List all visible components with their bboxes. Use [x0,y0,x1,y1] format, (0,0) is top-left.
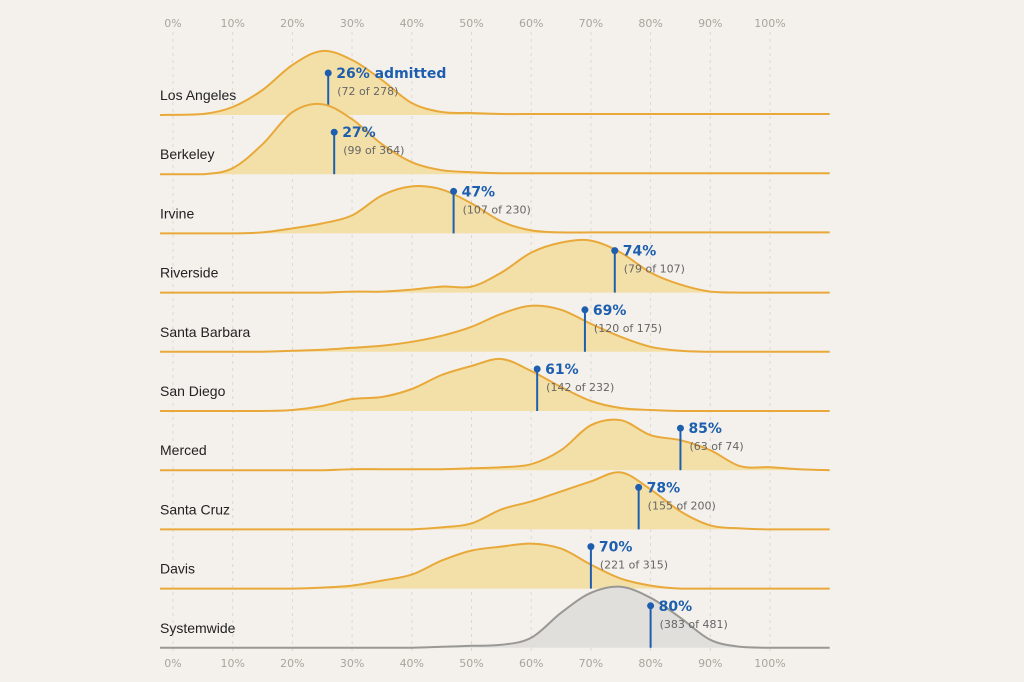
ridge-santa-barbara: Santa Barbara 69% (120 of 175) [160,303,830,353]
density-area [160,586,830,648]
rate-label: 47% [462,184,496,200]
count-label: (107 of 230) [463,203,531,216]
ridge-riverside: Riverside 74% (79 of 107) [159,238,830,294]
density-area [160,239,830,293]
x-tick-label: 100% [754,657,785,670]
rate-marker-dot [635,483,643,491]
x-tick-label: 60% [519,657,543,670]
ridge-san-diego: San Diego 61% (142 of 232) [159,357,830,412]
row-label: Santa Barbara [160,324,250,340]
density-area [160,358,830,411]
ridge-santa-cruz: Santa Cruz 78% (155 of 200) [160,471,830,531]
ridge-irvine: Irvine 47% (107 of 230) [159,184,830,235]
rate-label: 69% [593,303,627,319]
x-tick-label: 80% [638,17,662,30]
x-tick-label: 10% [220,657,244,670]
row-label: Systemwide [160,620,236,636]
count-label: (221 of 315) [600,559,668,572]
row-label: Davis [160,561,195,577]
x-tick-label: 90% [698,657,722,670]
x-axis-bottom: 0% 10% 20% 30% 40% 50% 60% 70% 80% 90% 100% [164,657,785,670]
rate-label: 74% [623,244,657,260]
x-tick-label: 0% [164,17,181,30]
row-label: Irvine [160,205,194,221]
ridge-los-angeles: Los Angeles 26% admitted (72 of 278) [159,49,830,116]
count-label: (142 of 232) [546,381,614,394]
ridges: Los Angeles 26% admitted (72 of 278) Berkel… [159,49,830,649]
x-tick-label: 40% [400,17,424,30]
density-area [160,543,830,589]
rate-marker-dot [587,543,595,551]
row-label: Merced [160,442,207,458]
density-line [160,102,830,176]
density-area [160,50,830,115]
density-area [160,305,830,352]
row-label: Los Angeles [160,87,236,103]
x-tick-label: 50% [459,17,483,30]
rate-label: 26% admitted [336,66,446,82]
rate-marker-dot [533,365,541,373]
x-tick-label: 30% [340,17,364,30]
ridge-systemwide: Systemwide 80% (383 of 481) [159,585,830,649]
rate-label: 61% [545,362,579,378]
rate-label: 85% [688,421,722,437]
x-tick-label: 90% [698,17,722,30]
ridge-berkeley: Berkeley 27% (99 of 364) [160,102,830,176]
rate-marker-dot [676,424,684,432]
rate-marker-dot [330,128,338,136]
density-area [160,186,830,234]
rate-marker-dot [324,69,332,77]
count-label: (72 of 278) [337,85,398,98]
rate-label: 27% [342,125,376,141]
x-tick-label: 70% [579,657,603,670]
density-line [160,304,830,353]
rate-label: 78% [647,480,681,496]
x-tick-label: 80% [638,657,662,670]
rate-marker-dot [611,247,619,255]
ridge-merced: Merced 85% (63 of 74) [160,418,830,472]
ridge-davis: Davis 70% (221 of 315) [160,540,830,590]
x-tick-label: 30% [340,657,364,670]
count-label: (63 of 74) [689,440,743,453]
count-label: (155 of 200) [648,499,716,512]
row-label: San Diego [160,383,226,399]
x-tick-label: 40% [400,657,424,670]
count-label: (79 of 107) [624,263,685,276]
density-line [159,357,830,412]
x-tick-label: 0% [164,657,181,670]
rate-marker-dot [581,306,589,314]
density-line [160,471,830,531]
density-area [160,419,830,471]
count-label: (120 of 175) [594,322,662,335]
density-area [160,472,830,530]
x-axis-top: 0% 10% 20% 30% 40% 50% 60% 70% 80% 90% 100% [164,17,785,30]
density-line [159,49,830,116]
density-line [160,418,830,472]
x-tick-label: 70% [579,17,603,30]
count-label: (383 of 481) [660,618,728,631]
x-tick-label: 100% [754,17,785,30]
x-tick-label: 60% [519,17,543,30]
x-tick-label: 20% [280,657,304,670]
x-tick-label: 10% [220,17,244,30]
density-area [160,103,830,175]
row-label: Riverside [160,265,219,281]
density-line [159,585,830,649]
x-tick-label: 20% [280,17,304,30]
density-line [159,185,830,235]
row-label: Santa Cruz [160,501,230,517]
count-label: (99 of 364) [343,144,404,157]
rate-label: 80% [659,599,693,615]
rate-label: 70% [599,540,633,556]
density-line [160,542,830,590]
rate-marker-dot [647,602,655,610]
x-tick-label: 50% [459,657,483,670]
density-line [159,238,830,294]
row-label: Berkeley [160,146,214,162]
rate-marker-dot [450,187,458,195]
